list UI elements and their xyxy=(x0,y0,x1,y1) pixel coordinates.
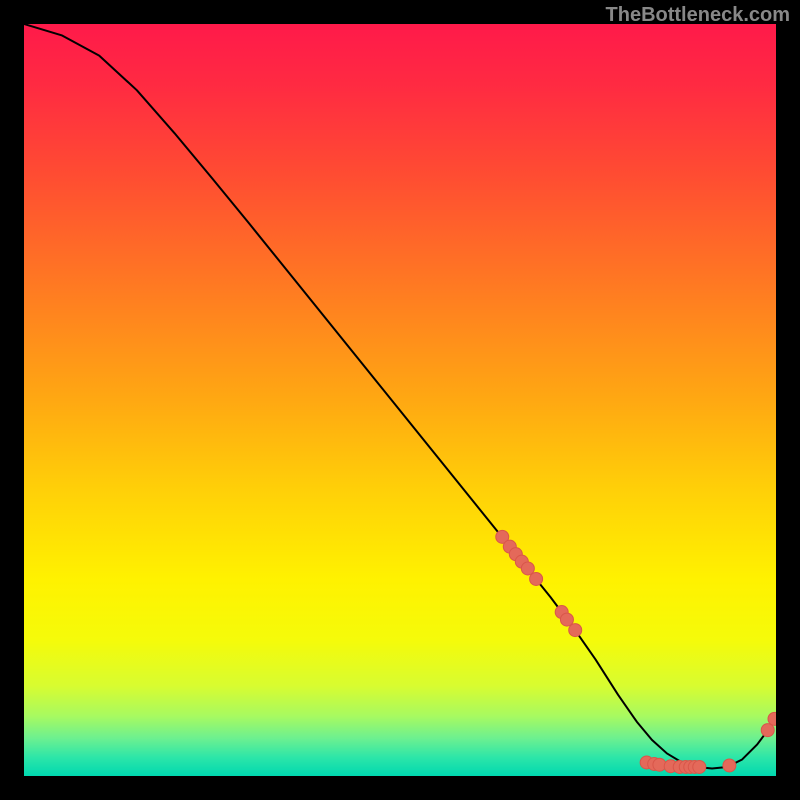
chart-svg xyxy=(24,24,776,776)
data-marker xyxy=(560,613,573,626)
data-marker xyxy=(693,760,706,773)
data-marker xyxy=(761,724,774,737)
watermark-text: TheBottleneck.com xyxy=(606,4,790,27)
plot-area xyxy=(24,24,776,776)
data-marker xyxy=(768,712,776,725)
chart-background xyxy=(24,24,776,776)
data-marker xyxy=(530,572,543,585)
data-marker xyxy=(569,624,582,637)
chart-frame: TheBottleneck.com xyxy=(0,0,800,800)
data-marker xyxy=(521,562,534,575)
data-marker xyxy=(723,759,736,772)
